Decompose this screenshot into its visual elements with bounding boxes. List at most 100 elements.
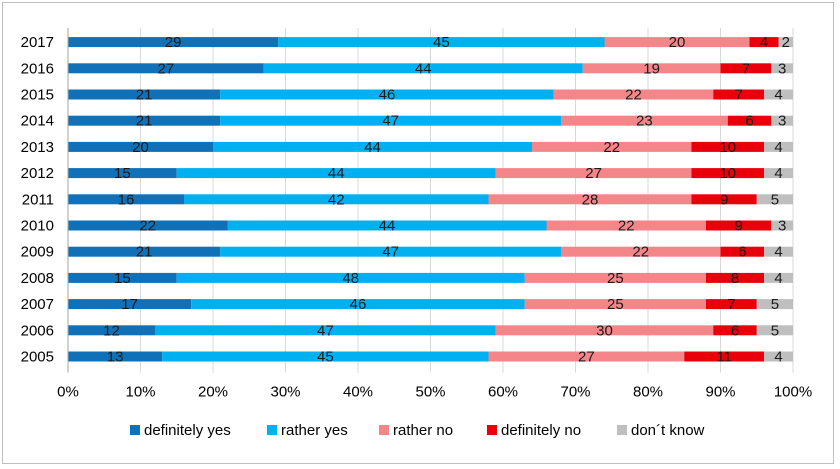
bar-segment [68, 325, 155, 336]
bar-segment [524, 299, 706, 310]
data-label: 47 [382, 113, 399, 130]
bar-segment [706, 220, 772, 231]
bar-segment [495, 168, 692, 179]
legend-swatch [379, 425, 389, 435]
bar-segment [764, 246, 793, 257]
data-label: 27 [158, 60, 175, 77]
data-label: 13 [107, 349, 124, 366]
bar-segment [220, 246, 561, 257]
bar-segment [604, 37, 750, 48]
bar-segment [68, 246, 221, 257]
data-label: 22 [632, 244, 649, 261]
data-label: 44 [415, 60, 432, 77]
bar-segment [771, 115, 793, 126]
bar-segment [771, 63, 793, 74]
bar-segment [720, 246, 764, 257]
bars [68, 37, 793, 362]
data-label: 27 [578, 349, 595, 366]
bar-segment [488, 194, 692, 205]
data-label: 4 [774, 349, 782, 366]
bar-segment [68, 115, 221, 126]
data-label: 4 [774, 165, 782, 182]
bar-segment [713, 89, 764, 100]
bar-segment [227, 220, 547, 231]
data-label: 44 [364, 139, 381, 156]
data-label: 46 [350, 296, 367, 313]
data-label: 22 [603, 139, 620, 156]
x-tick-label: 40% [343, 384, 373, 401]
y-tick-label: 2013 [21, 139, 54, 156]
legend: definitely yes rather yes rather no definit… [130, 422, 705, 439]
bar-segment [263, 63, 583, 74]
data-label: 3 [778, 113, 786, 130]
bar-segment [176, 272, 525, 283]
data-label: 47 [382, 244, 399, 261]
y-tick-label: 2014 [21, 113, 54, 130]
data-label: 19 [643, 60, 660, 77]
legend-swatch [487, 425, 497, 435]
x-tick-label: 10% [125, 384, 155, 401]
bar-segment [706, 299, 757, 310]
bar-segment [553, 89, 714, 100]
y-tick-label: 2010 [21, 218, 54, 235]
data-label: 48 [342, 270, 359, 287]
y-tick-label: 2008 [21, 270, 54, 287]
bar-segment [582, 63, 721, 74]
bar-segment [155, 325, 496, 336]
bar-segment [176, 168, 496, 179]
y-tick-label: 2011 [22, 191, 54, 208]
bar-segment [778, 37, 793, 48]
stacked-bar-chart: 29 45 20 4 227 44 19 7 321 46 22 7 421 47 23 6 320 44 22 10… [21, 28, 812, 439]
data-label: 4 [774, 139, 782, 156]
legend-swatch [130, 425, 140, 435]
bar-segment [756, 299, 793, 310]
x-axis: 0% 10% 20% 30% 40% 50% 60% 70% 80% 90% 100% [57, 384, 812, 401]
data-label: 5 [771, 296, 779, 313]
y-tick-label: 2015 [21, 87, 54, 104]
legend-label: definitely no [501, 422, 581, 439]
y-tick-label: 2005 [21, 349, 54, 366]
y-tick-label: 2016 [21, 60, 54, 77]
bar-segment [213, 141, 532, 152]
bar-segment [220, 89, 554, 100]
data-label: 42 [328, 191, 345, 208]
y-tick-label: 2017 [21, 34, 54, 51]
data-label: 7 [727, 296, 735, 313]
x-tick-label: 50% [415, 384, 445, 401]
data-label: 4 [774, 244, 782, 261]
data-label: 28 [582, 191, 599, 208]
bar-segment [488, 351, 685, 362]
y-tick-label: 2006 [21, 322, 54, 339]
bar-segment [727, 115, 772, 126]
legend-swatch [617, 425, 627, 435]
data-label: 16 [118, 191, 135, 208]
data-label: 15 [114, 165, 131, 182]
bar-segment [68, 168, 177, 179]
bar-segment [68, 272, 177, 283]
x-tick-label: 80% [633, 384, 663, 401]
data-labels: 29 45 20 4 227 44 19 7 321 46 22 7 421 47 23 6 320 44 22 10… [103, 34, 790, 365]
data-label: 21 [136, 244, 153, 261]
bar-segment [68, 89, 221, 100]
bar-segment [749, 37, 779, 48]
data-label: 10 [719, 139, 736, 156]
data-label: 45 [317, 349, 334, 366]
bar-segment [764, 272, 793, 283]
bar-segment [278, 37, 605, 48]
bar-segment [68, 63, 264, 74]
data-label: 4 [760, 34, 768, 51]
data-label: 6 [738, 244, 746, 261]
y-tick-label: 2009 [21, 244, 54, 261]
data-label: 4 [774, 87, 782, 104]
data-label: 4 [774, 270, 782, 287]
bar-segment [68, 220, 228, 231]
bar-segment [713, 325, 757, 336]
bar-segment [68, 37, 279, 48]
data-label: 5 [771, 322, 779, 339]
bar-segment [561, 246, 721, 257]
data-label: 6 [731, 322, 739, 339]
bar-segment [191, 299, 525, 310]
data-label: 15 [114, 270, 131, 287]
data-label: 20 [669, 34, 686, 51]
bar-segment [764, 168, 793, 179]
